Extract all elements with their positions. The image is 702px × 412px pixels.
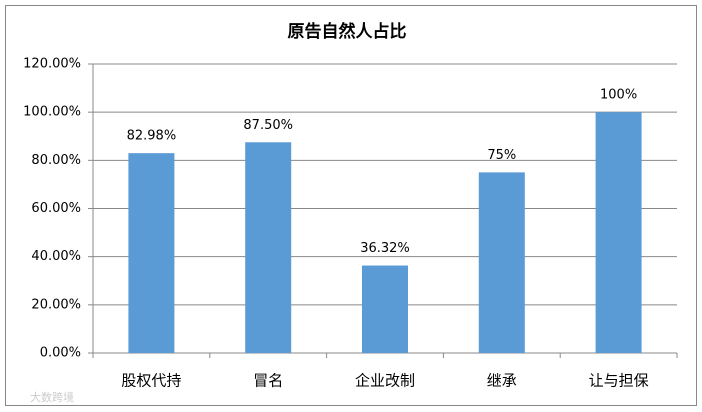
y-tick-label: 100.00% xyxy=(23,105,81,120)
bar xyxy=(362,265,408,353)
bar xyxy=(595,112,642,354)
value-label: 82.98% xyxy=(127,129,177,144)
x-tick-label: 冒名 xyxy=(253,372,283,390)
bar xyxy=(478,172,525,353)
value-label: 75% xyxy=(487,148,516,163)
x-tick-label: 企业改制 xyxy=(355,372,415,390)
y-tick-label: 120.00% xyxy=(23,57,81,72)
value-label: 100% xyxy=(600,88,637,103)
y-tick-label: 80.00% xyxy=(31,153,81,168)
value-label: 87.50% xyxy=(243,118,293,133)
bar xyxy=(245,142,292,353)
watermark: 大数跨境 xyxy=(30,390,74,404)
y-tick-label: 60.00% xyxy=(31,201,81,216)
x-tick-label: 股权代持 xyxy=(121,372,181,390)
y-tick-label: 0.00% xyxy=(40,346,81,361)
value-label: 36.32% xyxy=(360,241,410,256)
x-tick-label: 让与担保 xyxy=(589,372,649,390)
y-tick-label: 40.00% xyxy=(31,249,81,264)
bar xyxy=(128,153,175,353)
chart-title: 原告自然人占比 xyxy=(288,21,407,42)
x-tick-label: 继承 xyxy=(487,372,517,390)
chart-border xyxy=(5,5,697,406)
y-tick-label: 20.00% xyxy=(31,297,81,312)
